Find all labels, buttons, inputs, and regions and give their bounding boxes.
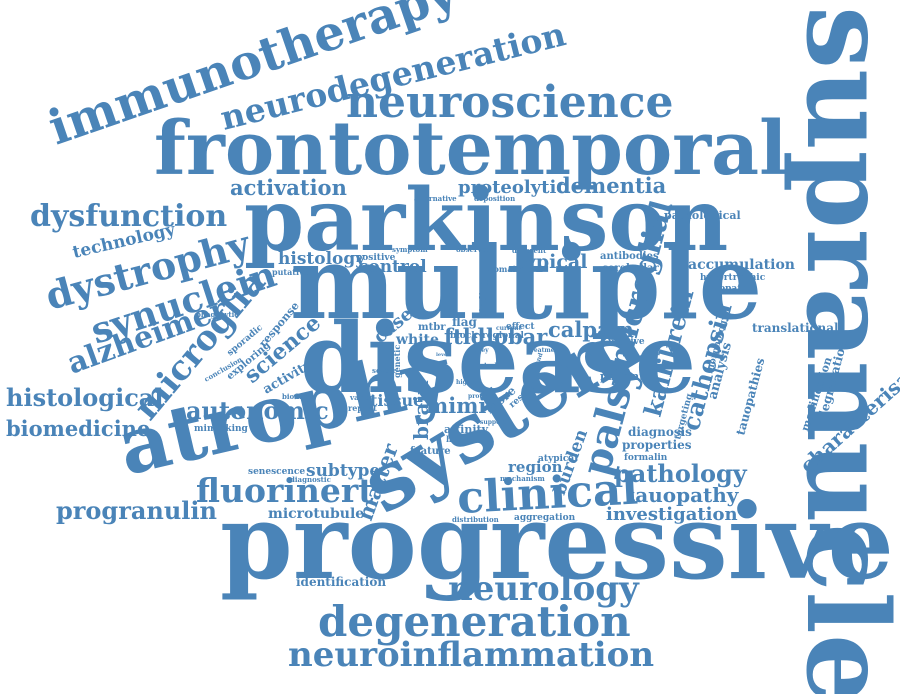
word-frontotemporal: frontotemporal (154, 106, 787, 192)
word-binding: binding (479, 278, 489, 318)
word-supranuclear: supranuclear (781, 6, 900, 694)
word-pathological: pathological (664, 209, 741, 222)
word-effect: effect (506, 322, 535, 332)
word-formalin: formalin (624, 453, 668, 463)
word-dysfunction: dysfunction (30, 199, 227, 234)
word-alternative: alternative (414, 194, 457, 203)
word-mimicking: mimicking (194, 424, 249, 434)
word-putative: putative (272, 267, 309, 277)
word-properties: properties (622, 438, 692, 452)
word-human: human (446, 434, 477, 444)
word-white: white (395, 332, 439, 348)
word-current: current (496, 325, 522, 332)
word-treatment: treatment (528, 347, 562, 354)
word-patient: patient (600, 370, 645, 383)
word-control: control (358, 257, 427, 277)
word-diagnosis: diagnosis (628, 425, 692, 439)
word-microtubule: microtubule (268, 506, 364, 522)
word-pathology: pathology (614, 459, 748, 488)
word-neuroscience: neuroscience (346, 77, 674, 128)
word-affinity: affinity (444, 423, 489, 436)
word-grey: grey (474, 347, 489, 354)
word-biofilms: biofilms (282, 392, 313, 401)
word-neurology: neurology (448, 569, 640, 609)
word-higher: higher (456, 379, 479, 386)
word-parkinson: parkinson (244, 170, 728, 271)
word-tauopathies: tauopathies (733, 356, 767, 437)
word-region: region (508, 458, 563, 476)
word-level: level (436, 352, 449, 358)
word-block: block (450, 331, 478, 341)
word-neuroinflammation: neuroinflammation (288, 635, 654, 675)
word-positive: positive (356, 253, 396, 263)
word-antibodies: antibodies (600, 251, 659, 262)
word-observed: observed (456, 245, 491, 254)
word-histological: histological (6, 383, 163, 412)
word-multiple: multiple (290, 224, 762, 342)
word-disease: disease (300, 302, 696, 415)
word-mechanism: mechanism (500, 474, 545, 483)
word-histology: histology (278, 249, 366, 269)
word-lobar: lobar (486, 324, 548, 349)
word-typical: typical (516, 251, 587, 273)
word-aggregation: aggregation (514, 513, 576, 523)
word-fluorinert: fluorinert (196, 471, 374, 510)
word-regional: regional (482, 331, 525, 341)
word-investigation: investigation (606, 504, 738, 525)
word-brain: brain (409, 380, 433, 440)
word-cerebellar: cerebellar (602, 263, 660, 274)
word-repeat: repeat (348, 403, 377, 413)
word-autonomic: autonomic (186, 396, 329, 425)
word-protease: protease (468, 393, 497, 400)
word-ftld: ftld (444, 324, 486, 349)
word-symptom: symptom (392, 245, 428, 254)
word-hypertrophic: hypertrophic (700, 273, 766, 283)
word-activation: activation (230, 175, 347, 200)
word-atypical: atypical (538, 454, 578, 464)
word-mimic: mimic (426, 393, 499, 418)
word-progressive: progressive (220, 480, 894, 603)
word-tissue: tissue (370, 391, 423, 410)
word-senescence: senescence (248, 467, 305, 477)
word-idiopathic: idiopathic (706, 284, 757, 294)
word-dementia: dementia (556, 173, 667, 198)
word-accumulation: accumulation (688, 257, 795, 273)
word-mtbr: mtbr (418, 322, 446, 333)
word-degeneration: degeneration (318, 597, 631, 646)
word-domain: domain (488, 264, 522, 274)
word-distribution: distribution (452, 515, 499, 524)
word-translational: translational (752, 321, 839, 335)
word-genetic: genetic (392, 345, 402, 378)
word-different: different (512, 246, 547, 255)
word-biomedicine: biomedicine (6, 416, 150, 441)
word-deposition: deposition (474, 194, 515, 203)
word-feature: feature (410, 446, 451, 457)
word-identification: identification (296, 575, 386, 589)
word-progranulin: progranulin (56, 496, 217, 525)
word-subtype: subtype (306, 461, 380, 481)
word-support: support (480, 419, 506, 426)
word-flag: flag (452, 315, 478, 329)
word-study: study (480, 361, 502, 370)
word-severe: severe (372, 366, 398, 375)
word-diagnostic: diagnostic (290, 475, 331, 484)
word-tauopathy: tauopathy (626, 483, 740, 507)
word-varied: varied (349, 393, 374, 402)
word-pattern: pattern (447, 280, 457, 318)
word-calpain: calpain (548, 317, 634, 342)
word-clinical: clinical (456, 464, 639, 524)
word-proteolytic: proteolytic (458, 177, 567, 198)
word-passive: passive (608, 337, 645, 347)
word-phagocytic: phagocytic (196, 310, 239, 319)
